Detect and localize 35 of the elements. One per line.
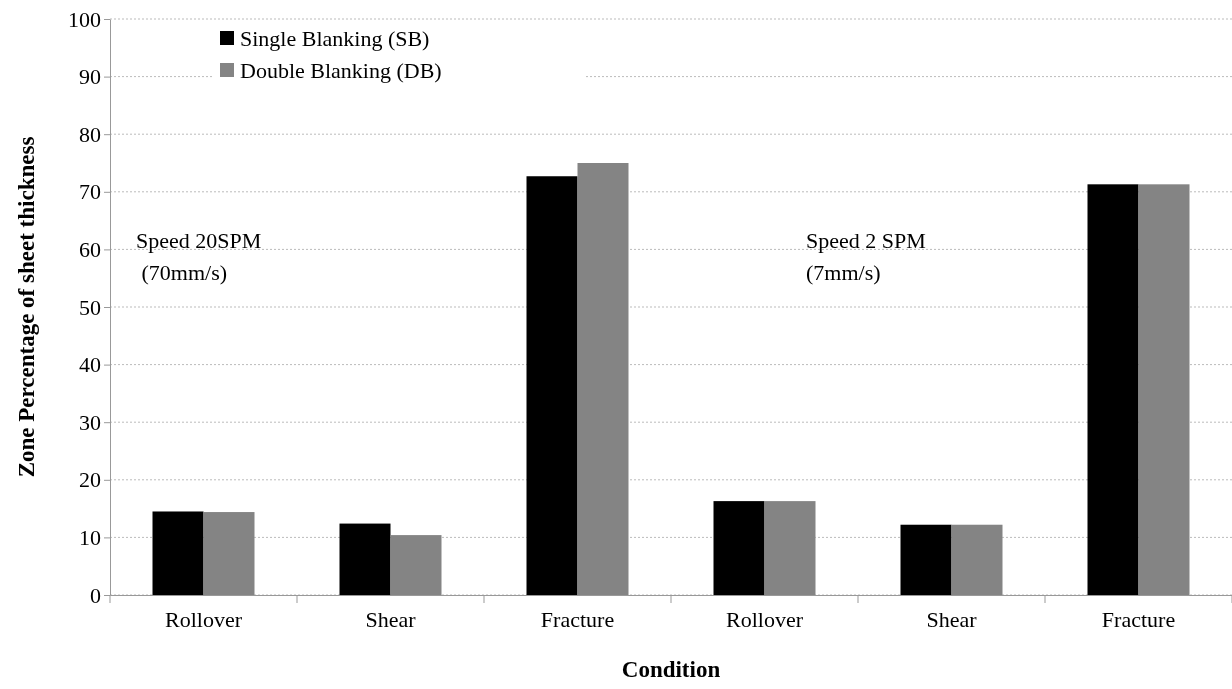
bar: [1087, 184, 1139, 595]
y-tick-label: 70: [79, 179, 101, 205]
bar: [577, 163, 629, 595]
annotation: Speed 20SPM (70mm/s): [136, 228, 262, 285]
y-tick-label: 30: [79, 409, 101, 435]
x-tick-label: Shear: [365, 606, 417, 632]
x-tick-label: Rollover: [726, 606, 804, 632]
x-tick-label: Shear: [926, 606, 978, 632]
y-tick-label: 80: [79, 121, 101, 147]
bar: [152, 511, 204, 595]
x-tick-label: Rollover: [165, 606, 243, 632]
y-tick-label: 40: [79, 352, 101, 378]
legend-label: Single Blanking (SB): [240, 26, 430, 51]
y-tick-label: 50: [79, 294, 101, 320]
y-tick-label: 0: [90, 582, 101, 608]
bar: [951, 524, 1003, 595]
y-tick-label: 10: [79, 524, 101, 550]
bar: [203, 512, 255, 595]
annotation: Speed 2 SPM (7mm/s): [806, 228, 926, 285]
x-axis-title: Condition: [621, 657, 721, 682]
x-tick-label: Fracture: [1101, 606, 1176, 632]
y-tick-label: 90: [79, 64, 101, 90]
y-axis-title: Zone Percentage of sheet thickness: [14, 136, 39, 478]
bar: [390, 535, 442, 595]
bar: [764, 501, 816, 595]
y-tick-label: 100: [68, 6, 101, 32]
bar: [339, 523, 391, 595]
bar: [526, 176, 578, 595]
legend-label: Double Blanking (DB): [240, 58, 442, 83]
x-tick-label: Fracture: [540, 606, 615, 632]
bar: [713, 501, 765, 595]
bar: [1138, 184, 1190, 595]
bar: [900, 524, 952, 595]
y-tick-label: 60: [79, 236, 101, 262]
y-tick-label: 20: [79, 467, 101, 493]
